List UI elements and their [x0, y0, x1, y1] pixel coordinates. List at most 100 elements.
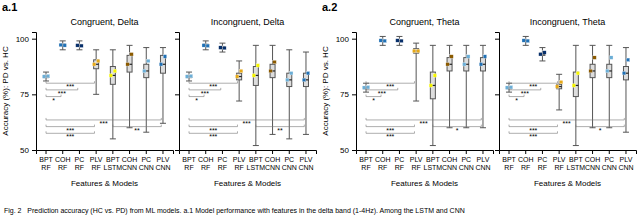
box: [506, 83, 512, 92]
whisker-low: [449, 71, 450, 128]
x-tick-mark: [625, 150, 626, 154]
x-tick-label-line: LSTM: [567, 164, 586, 171]
y-axis-line: [32, 33, 37, 151]
panel: BPTRFCOHRFPCRFPLVRFBPTLSTMCOHCNNPCCNNPLV…: [495, 17, 637, 188]
y-tick-mark: [352, 150, 356, 151]
x-tick-label: PLVCNN: [618, 156, 633, 171]
y-tick: [175, 94, 179, 95]
x-tick-mark: [239, 150, 240, 154]
cap-high: [556, 74, 562, 75]
whisker-high: [96, 50, 97, 60]
box: [303, 52, 309, 134]
point: [42, 75, 46, 79]
x-tick-label-line: RF: [538, 164, 547, 171]
panel-title: Congruent, Delta: [70, 17, 138, 27]
x-tick-label: PLVRF: [410, 156, 423, 171]
cap-low: [110, 138, 116, 139]
whisker-high: [255, 45, 256, 66]
y-tick-mark: [32, 39, 36, 40]
box: [623, 48, 629, 133]
point: [366, 85, 370, 89]
bracket-label: ***: [66, 133, 74, 140]
x-tick-mark: [146, 150, 147, 154]
cap-low: [363, 92, 369, 93]
whisker-low: [272, 78, 273, 135]
whisker-high: [305, 52, 306, 73]
point: [256, 64, 260, 68]
point: [610, 56, 614, 60]
x-tick: BPTRF: [359, 150, 373, 171]
x-tick-label: PCCNN: [459, 156, 474, 171]
x-tick-mark: [382, 150, 383, 154]
whisker-low: [416, 53, 417, 101]
cap-high: [380, 36, 386, 37]
point: [505, 86, 509, 90]
x-tick-mark: [525, 150, 526, 154]
x-tick-label: COHCNN: [265, 156, 281, 171]
cap-low: [506, 92, 512, 93]
bracket-label: *: [456, 127, 459, 134]
whisker-high: [112, 50, 113, 67]
x-tick-label-line: BPT: [182, 156, 196, 163]
x-tick-label: PCCNN: [602, 156, 617, 171]
x-tick-label: PLVCNN: [155, 156, 170, 171]
x-tick-label-line: CNN: [265, 164, 280, 171]
x-tick-mark: [62, 150, 63, 154]
cap-high: [60, 40, 66, 41]
cap-high: [303, 52, 309, 53]
point: [509, 85, 513, 89]
whisker-low: [482, 71, 483, 128]
x-tick-label-line: RF: [234, 164, 243, 171]
cap-high: [143, 47, 149, 48]
x-axis-line: [180, 151, 317, 155]
x-tick-mark: [112, 150, 113, 154]
cap-high: [430, 45, 436, 46]
box: [556, 74, 562, 110]
cap-high: [606, 45, 612, 46]
bracket-label: ***: [386, 83, 394, 90]
x-tick-label-line: COH: [198, 156, 214, 163]
box: [93, 50, 99, 95]
point: [159, 63, 163, 67]
point: [206, 44, 210, 48]
y-tick-label: 50: [340, 146, 349, 155]
bracket-label: ***: [529, 83, 537, 90]
y-tick: 100: [16, 35, 36, 44]
box: [236, 61, 242, 101]
x-tick-label-line: CNN: [298, 164, 313, 171]
cap-high: [463, 45, 469, 46]
cap-high: [219, 43, 225, 44]
x-tick-label: COHCNN: [442, 156, 458, 171]
box: [76, 41, 82, 50]
point: [396, 39, 400, 43]
cap-low: [539, 60, 545, 61]
x-tick-label-line: RF: [58, 164, 67, 171]
x-tick-mark: [305, 150, 306, 154]
cap-high: [573, 45, 579, 46]
y-axis: [175, 33, 180, 151]
point: [526, 39, 530, 43]
point: [539, 53, 543, 57]
box: [203, 41, 209, 50]
x-tick: PCRF: [218, 150, 228, 171]
marks: [42, 41, 166, 139]
point: [76, 44, 80, 48]
whisker-low: [625, 80, 626, 132]
x-tick-label-line: RF: [201, 164, 210, 171]
x-tick-label-line: PLV: [90, 156, 103, 163]
point: [143, 69, 147, 73]
cap-high: [76, 40, 82, 41]
x-tick-label-line: PLV: [620, 156, 633, 163]
whisker-low: [255, 85, 256, 145]
x-tick-label-line: COH: [585, 156, 601, 163]
bracket-label: **: [277, 127, 283, 134]
x-tick: COHRF: [375, 150, 391, 171]
x-tick-label-line: COH: [122, 156, 138, 163]
point: [109, 74, 113, 78]
point: [606, 69, 610, 73]
cap-low: [480, 127, 486, 128]
x-axis: BPTRFCOHRFPCRFPLVRFBPTLSTMCOHCNNPCCNNPLV…: [180, 150, 317, 171]
cap-high: [270, 45, 276, 46]
cap-high: [286, 49, 292, 50]
x-tick: BPTLSTM: [424, 150, 443, 171]
